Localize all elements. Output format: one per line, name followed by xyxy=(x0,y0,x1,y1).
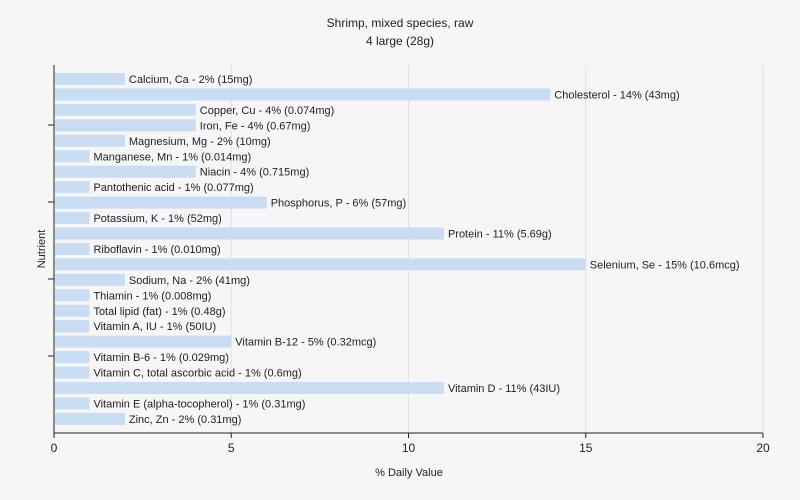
bar-label: Total lipid (fat) - 1% (0.48g) xyxy=(93,306,225,318)
x-axis-title: % Daily Value xyxy=(375,467,443,479)
bar-label: Riboflavin - 1% (0.010mg) xyxy=(93,244,220,256)
x-tick-label: 20 xyxy=(756,441,770,455)
bar xyxy=(55,351,90,364)
bar xyxy=(55,119,196,132)
x-tick-label: 0 xyxy=(51,441,58,455)
bar-label: Vitamin D - 11% (43IU) xyxy=(448,383,560,395)
bar xyxy=(55,181,90,194)
bar xyxy=(55,258,586,271)
bar-label: Calcium, Ca - 2% (15mg) xyxy=(129,74,252,86)
bar-label: Phosphorus, P - 6% (57mg) xyxy=(271,198,407,210)
bar xyxy=(55,304,90,317)
bar-label: Iron, Fe - 4% (0.67mg) xyxy=(200,120,311,132)
x-tick-label: 15 xyxy=(579,441,593,455)
bar-label: Vitamin C, total ascorbic acid - 1% (0.6… xyxy=(93,368,301,380)
bar xyxy=(55,335,232,348)
x-tick-label: 10 xyxy=(402,441,416,455)
bar-label: Pantothenic acid - 1% (0.077mg) xyxy=(93,182,253,194)
bar xyxy=(55,242,90,255)
grid-lines xyxy=(230,65,764,433)
bar-label: Vitamin B-12 - 5% (0.32mcg) xyxy=(235,337,376,349)
chart-subtitle: 4 large (28g) xyxy=(366,34,434,48)
bar xyxy=(55,366,90,379)
bar xyxy=(55,88,551,101)
bar xyxy=(55,320,90,333)
bar-label: Zinc, Zn - 2% (0.31mg) xyxy=(129,414,241,426)
bar xyxy=(55,73,125,85)
bar xyxy=(55,165,196,178)
bar xyxy=(55,397,90,410)
bar xyxy=(55,289,90,302)
bar-label: Vitamin E (alpha-tocopherol) - 1% (0.31m… xyxy=(93,398,305,410)
bar xyxy=(55,412,125,425)
x-tick-label: 5 xyxy=(228,441,235,455)
bar-label: Sodium, Na - 2% (41mg) xyxy=(129,275,250,287)
chart-title: Shrimp, mixed species, raw xyxy=(327,16,474,30)
bar-label: Selenium, Se - 15% (10.6mcg) xyxy=(590,259,740,271)
bar-label: Cholesterol - 14% (43mg) xyxy=(554,89,679,101)
y-axis-title: Nutrient xyxy=(36,230,48,269)
bar xyxy=(55,196,267,209)
bar xyxy=(55,212,90,225)
bar-label: Manganese, Mn - 1% (0.014mg) xyxy=(93,151,251,163)
bar xyxy=(55,103,196,116)
bar xyxy=(55,273,125,286)
bar-label: Potassium, K - 1% (52mg) xyxy=(93,213,221,225)
bar xyxy=(55,227,444,240)
bar xyxy=(55,134,125,147)
bar xyxy=(55,382,444,394)
bar-label: Thiamin - 1% (0.008mg) xyxy=(93,290,211,302)
bar-label: Vitamin A, IU - 1% (50IU) xyxy=(93,321,216,333)
bar-label: Magnesium, Mg - 2% (10mg) xyxy=(129,136,271,148)
bar-label: Vitamin B-6 - 1% (0.029mg) xyxy=(93,352,229,364)
axes-group: 0 5 10 15 20 xyxy=(48,65,770,455)
bar-label: Copper, Cu - 4% (0.074mg) xyxy=(200,105,335,117)
bar-label: Niacin - 4% (0.715mg) xyxy=(200,167,309,179)
bar xyxy=(55,150,90,163)
bar-label: Protein - 11% (5.69g) xyxy=(448,229,552,241)
bars-group: Calcium, Ca - 2% (15mg) Cholesterol - 14%… xyxy=(55,73,740,426)
